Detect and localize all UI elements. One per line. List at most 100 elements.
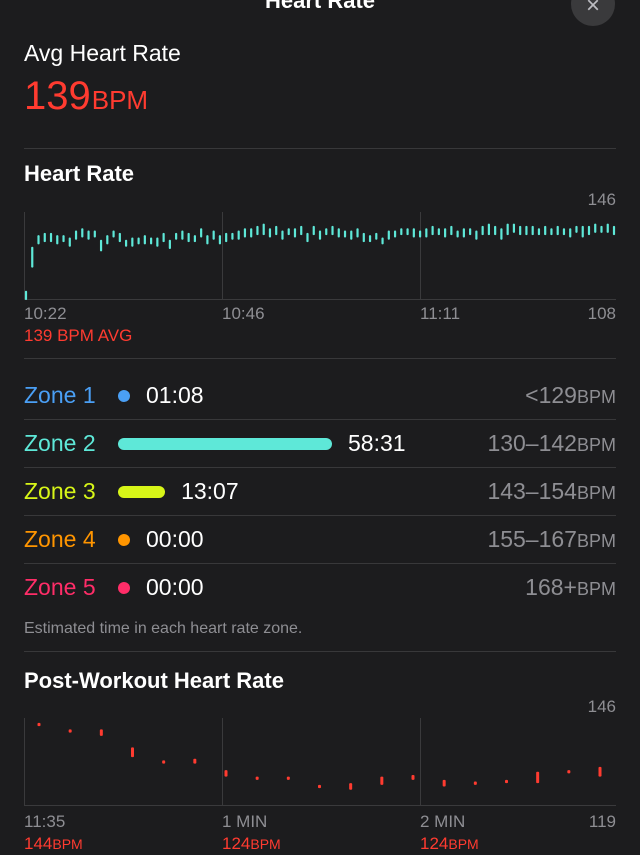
chart-range-bar (325, 228, 328, 236)
chart-range-bar (49, 232, 53, 243)
zone-name: Zone 2 (24, 430, 96, 456)
chart-range-bar (150, 237, 153, 245)
chart-range-bar (469, 228, 472, 236)
chart-range-bar (287, 228, 290, 236)
chart-range-bar (581, 225, 584, 238)
chart-range-bar (381, 237, 384, 245)
chart-range-bar (380, 776, 384, 785)
chart-range-bar (99, 729, 103, 736)
post-x-tick-label: 2 MIN (420, 812, 466, 831)
chart-range-bar (306, 232, 309, 243)
chart-range-bar (519, 225, 522, 236)
zone-range-value: 143–154 (487, 478, 577, 504)
chart-range-bar (106, 235, 109, 245)
close-button[interactable]: × (571, 0, 615, 26)
chart-range-bar (256, 225, 259, 236)
avg-heart-rate-label: Avg Heart Rate (24, 40, 181, 66)
chart-range-bar (431, 225, 434, 236)
zone-time: 01:08 (146, 382, 204, 408)
chart-range-bar (218, 235, 222, 245)
chart-range-bar (512, 223, 516, 233)
chart-range-bar (68, 729, 72, 733)
chart-range-bar (37, 722, 41, 727)
divider (24, 651, 616, 652)
zone-row: Zone 1 01:08 <129BPM (24, 372, 616, 420)
zone-range: <129BPM (525, 382, 616, 409)
chart-range-bar (600, 225, 603, 233)
chart-range-bar (24, 290, 28, 300)
zone-range-value: <129 (525, 382, 577, 408)
zone-row: Zone 2 58:31 130–142BPM (24, 420, 616, 468)
chart-range-bar (550, 228, 553, 236)
chart-range-bar (387, 230, 390, 240)
post-bpm-unit: BPM (448, 836, 479, 852)
chart-range-bar (243, 228, 247, 238)
zone-range: 168+BPM (525, 574, 616, 601)
zone-bar (118, 438, 332, 450)
post-bpm-label: 144BPM (24, 834, 83, 854)
chart-range-bar (193, 758, 197, 764)
chart-range-bar (562, 228, 566, 236)
chart-range-bar (224, 770, 228, 777)
chart-range-bar (393, 230, 397, 238)
zone-divider (24, 419, 616, 420)
chart-range-bar (212, 230, 215, 240)
chart-range-bar (375, 232, 378, 240)
zone-range-unit: BPM (576, 435, 616, 455)
chart-range-bar (606, 223, 609, 233)
post-bpm-label: 124BPM (420, 834, 479, 854)
post-y-min-label: 119 (588, 812, 616, 831)
chart-range-bar (349, 783, 353, 790)
chart-range-bar (43, 232, 46, 243)
chart-range-bar (237, 230, 240, 240)
chart-range-bar (531, 225, 534, 236)
chart-range-bar (368, 235, 372, 243)
divider (24, 358, 616, 359)
chart-range-bar (444, 228, 447, 238)
chart-range-bar (456, 230, 459, 238)
chart-range-bar (131, 747, 134, 758)
zone-row: Zone 4 00:00 155–167BPM (24, 516, 616, 564)
zone-range-unit: BPM (576, 387, 616, 407)
chart-range-bar (262, 223, 265, 236)
hr-y-min-label: 108 (587, 304, 616, 323)
chart-range-bar (587, 225, 591, 236)
zone-range-unit: BPM (576, 483, 616, 503)
post-workout-section-title: Post-Workout Heart Rate (24, 668, 284, 693)
chart-range-bar (318, 230, 322, 240)
chart-range-bar (87, 230, 90, 240)
chart-range-bar (200, 228, 203, 238)
zone-divider (24, 515, 616, 516)
post-bpm-unit: BPM (52, 836, 83, 852)
chart-range-bar (181, 230, 184, 240)
chart-range-bar (162, 232, 165, 243)
chart-range-bar (411, 775, 415, 780)
chart-range-bar (475, 230, 478, 240)
post-workout-chart (24, 718, 616, 806)
chart-range-bar (544, 225, 547, 236)
chart-range-bar (93, 230, 96, 238)
zone-divider (24, 467, 616, 468)
zones-footnote: Estimated time in each heart rate zone. (24, 620, 303, 637)
chart-range-bar (437, 228, 440, 236)
zone-bar (118, 582, 130, 594)
zone-range-value: 168+ (525, 574, 577, 600)
chart-range-bar (56, 235, 59, 245)
avg-value-number: 139 (24, 74, 91, 118)
chart-range-bar (255, 776, 259, 780)
chart-range-bar (162, 760, 166, 764)
post-bpm-label: 124BPM (222, 834, 281, 854)
chart-range-bar (337, 228, 340, 238)
chart-range-bar (594, 223, 597, 233)
zone-name: Zone 1 (24, 382, 96, 408)
zone-range-unit: BPM (576, 531, 616, 551)
post-bpm-value: 124 (420, 834, 449, 853)
chart-range-bar (300, 225, 303, 236)
chart-range-bar (137, 237, 140, 245)
zone-bar (118, 486, 166, 498)
zone-name: Zone 5 (24, 574, 96, 600)
zone-divider (24, 563, 616, 564)
post-y-max-label: 146 (587, 697, 616, 716)
chart-range-bar (487, 223, 490, 236)
zone-name: Zone 3 (24, 478, 96, 504)
